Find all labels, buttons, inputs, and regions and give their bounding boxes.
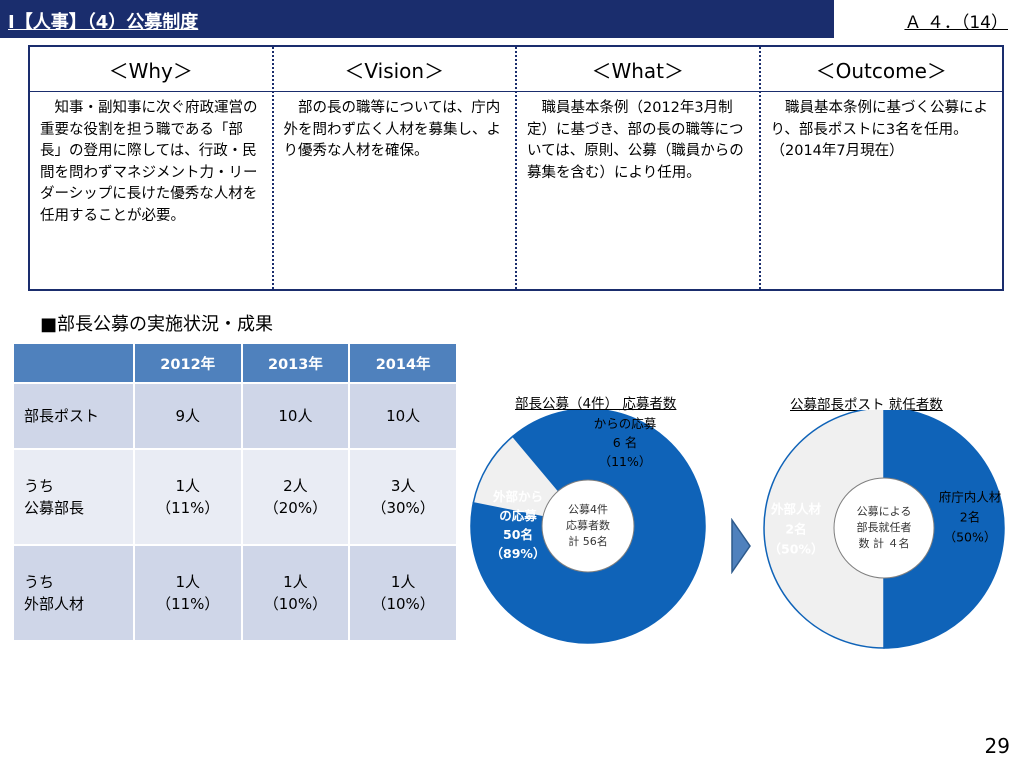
table-cell: 3人 （30%）	[348, 448, 458, 546]
cell-percent: （10%）	[263, 595, 328, 613]
table-cell: 1人 （10%）	[348, 544, 458, 642]
page-number: 29	[984, 734, 1010, 758]
pie-center-hole	[833, 477, 935, 579]
year-header: 2014年	[348, 342, 458, 384]
pie-slice-label: 2名	[960, 510, 980, 525]
vision-heading: ＜Vision＞	[273, 47, 515, 92]
why-column: ＜Why＞ 知事・副知事に次ぐ府政運営の重要な役割を担う職である「部長」の登用に…	[30, 47, 272, 289]
recruitment-status-table: 2012年 2013年 2014年 部長ポスト 9人 10人 10人 うち 公募…	[12, 342, 458, 642]
cell-percent: （20%）	[263, 499, 328, 517]
table-cell: 1人 （11%）	[132, 448, 243, 546]
pie-slice-label: （50%）	[944, 530, 997, 545]
pie-slice-label: （50%）	[769, 542, 824, 557]
pie-slice-label: の応募	[499, 508, 537, 523]
outcome-heading: ＜Outcome＞	[760, 47, 1002, 92]
why-heading: ＜Why＞	[30, 47, 272, 92]
pie-center-label: 公募4件	[568, 503, 608, 516]
row-label-text: 外部人材	[24, 595, 85, 613]
cell-percent: （11%）	[156, 595, 220, 613]
cell-count: 1人	[390, 573, 416, 591]
pie-center-label: 応募者数	[566, 518, 610, 532]
pie-center-label: 計 56名	[568, 534, 608, 548]
table-cell: 1人 （10%）	[240, 544, 351, 642]
pie-slice	[883, 410, 1005, 649]
row-label-text: うち	[24, 573, 55, 591]
applicants-chart-title: 部長公募（4件） 応募者数	[515, 396, 677, 412]
pie-center-hole	[541, 479, 635, 573]
pie-slice-label: （89%）	[491, 546, 546, 561]
vision-body: 部の長の職等については、庁内外を問わず広く人材を募集し、より優秀な人材を確保。	[283, 100, 502, 159]
pie-center-label: 公募による	[857, 505, 912, 518]
why-vision-what-outcome-table: ＜Why＞ 知事・副知事に次ぐ府政運営の重要な役割を担う職である「部長」の登用に…	[28, 45, 1004, 291]
pie-slice-label: 外部から	[492, 489, 543, 504]
table-corner-cell	[12, 342, 135, 384]
cell-count: 10人	[386, 407, 421, 425]
cell-percent: （11%）	[156, 499, 220, 517]
pie-slice	[763, 410, 885, 649]
table-row: うち 外部人材 1人 （11%） 1人 （10%） 1人 （10%）	[12, 544, 458, 642]
cell-count: 1人	[175, 573, 200, 591]
what-heading: ＜What＞	[517, 47, 759, 92]
pie-slice-label: 府庁内	[606, 410, 644, 412]
row-label-text: うち	[24, 477, 55, 495]
pie-center-label: 数 計 ４名	[859, 536, 910, 550]
page-title: Ⅰ【人事】（4）公募制度	[8, 12, 199, 33]
header-bar: Ⅰ【人事】（4）公募制度	[0, 0, 834, 38]
pie-slice-label: 6 名	[613, 435, 637, 450]
row-label-text: 部長ポスト	[24, 407, 100, 425]
vision-column: ＜Vision＞ 部の長の職等については、庁内外を問わず広く人材を募集し、より優…	[271, 47, 515, 289]
row-label: 部長ポスト	[12, 382, 135, 450]
arrow-right-icon	[731, 518, 751, 574]
table-cell: 1人 （11%）	[132, 544, 243, 642]
pie-slice-label: 外部人材	[770, 502, 822, 517]
row-label: うち 公募部長	[12, 448, 135, 546]
page-reference: Ａ ４．（14）	[904, 13, 1008, 33]
year-header: 2013年	[240, 342, 351, 384]
table-cell: 2人 （20%）	[240, 448, 351, 546]
table-header-row: 2012年 2013年 2014年	[12, 342, 458, 384]
what-body: 職員基本条例（2012年3月制定）に基づき、部の長の職等については、原則、公募（…	[527, 100, 744, 181]
pie-slice-label: （11%）	[599, 454, 652, 469]
year-header: 2012年	[132, 342, 243, 384]
row-label-text: 公募部長	[24, 499, 85, 517]
appointees-chart-title: 公募部長ポスト 就任者数	[790, 397, 943, 413]
section-title: ■部長公募の実施状況・成果	[40, 314, 274, 335]
pie-slice-label: 府庁内人材	[939, 490, 1002, 505]
what-column: ＜What＞ 職員基本条例（2012年3月制定）に基づき、部の長の職等については…	[515, 47, 759, 289]
cell-percent: （30%）	[371, 499, 435, 517]
table-cell: 10人	[348, 382, 458, 450]
cell-count: 1人	[283, 573, 308, 591]
table-row: うち 公募部長 1人 （11%） 2人 （20%） 3人 （30%）	[12, 448, 458, 546]
pie-center-label: 部長就任者	[857, 520, 912, 534]
table-row: 部長ポスト 9人 10人 10人	[12, 382, 458, 450]
cell-count: 1人	[175, 477, 200, 495]
cell-percent: （10%）	[371, 595, 435, 613]
cell-count: 3人	[390, 477, 416, 495]
cell-count: 2人	[283, 477, 308, 495]
table-cell: 9人	[132, 382, 243, 450]
cell-count: 9人	[175, 407, 200, 425]
outcome-body: 職員基本条例に基づく公募により、部長ポストに3名を任用。（2014年7月現在）	[770, 100, 989, 159]
outcome-column: ＜Outcome＞ 職員基本条例に基づく公募により、部長ポストに3名を任用。（2…	[758, 47, 1002, 289]
table-cell: 10人	[240, 382, 351, 450]
pie-slice-label: 2名	[785, 522, 806, 537]
row-label: うち 外部人材	[12, 544, 135, 642]
why-body: 知事・副知事に次ぐ府政運営の重要な役割を担う職である「部長」の登用に際しては、行…	[40, 100, 258, 224]
cell-count: 10人	[278, 407, 313, 425]
pie-slice-label: 50名	[503, 527, 533, 542]
pie-slice-label: からの応募	[594, 416, 657, 431]
